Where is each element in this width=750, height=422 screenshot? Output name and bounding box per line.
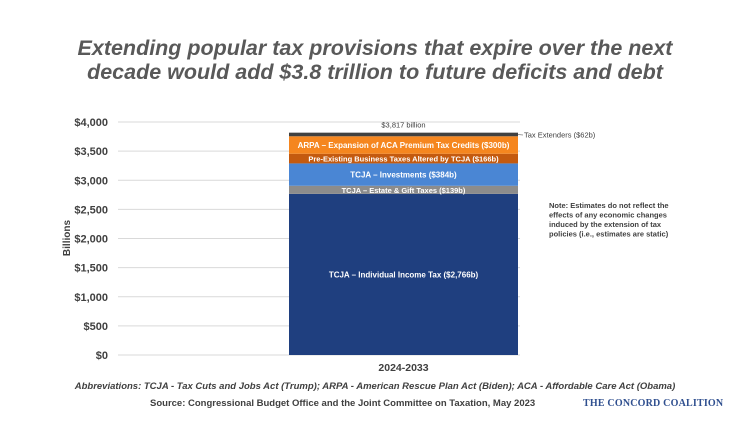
bar-segment <box>289 136 518 154</box>
note-line: Note: Estimates do not reflect the <box>549 201 669 210</box>
note-line: induced by the extension of tax <box>549 220 662 229</box>
y-axis-label: Billions <box>62 220 73 257</box>
total-label: $3,817 billion <box>381 121 425 130</box>
segment-label: Tax Extenders ($62b) <box>524 130 596 139</box>
segment-label: Pre-Existing Business Taxes Altered by T… <box>308 155 499 164</box>
bar-segment <box>289 132 518 137</box>
chart-title-line-1: Extending popular tax provisions that ex… <box>77 36 673 60</box>
segment-labels: TCJA – Individual Income Tax ($2,766b) TC… <box>298 130 596 279</box>
segment-label: TCJA – Investments ($384b) <box>350 171 457 180</box>
leader-line <box>517 134 524 136</box>
bar-segment <box>289 163 518 186</box>
bar-segment <box>289 193 518 355</box>
segment-label: TCJA – Individual Income Tax ($2,766b) <box>329 270 479 279</box>
y-tick-label: $1,000 <box>74 292 108 304</box>
chart-title: Extending popular tax provisions that ex… <box>0 36 750 84</box>
y-tick-label: $0 <box>96 350 108 362</box>
y-tick-label: $2,500 <box>74 204 108 216</box>
abbreviations-footnote: Abbreviations: TCJA - Tax Cuts and Jobs … <box>74 381 676 392</box>
y-tick-label: $4,000 <box>74 117 108 129</box>
note-line: policies (i.e., estimates are static) <box>549 230 669 239</box>
y-axis-ticks: $0 $500 $1,000 $1,500 $2,000 $2,500 $3,000 $3,5… <box>74 117 108 362</box>
bar-segment <box>289 185 518 194</box>
y-tick-label: $500 <box>84 321 108 333</box>
y-tick-label: $3,000 <box>74 175 108 187</box>
y-tick-label: $2,000 <box>74 234 108 246</box>
segment-label: TCJA – Estate & Gift Taxes ($139b) <box>342 186 466 195</box>
note-line: effects of any economic changes <box>549 211 667 220</box>
x-tick-label: 2024-2033 <box>378 362 428 374</box>
bar-segments <box>289 132 518 355</box>
y-tick-label: $1,500 <box>74 263 108 275</box>
chart-note: Note: Estimates do not reflect theeffect… <box>549 201 669 239</box>
brand-logo-text: THE CONCORD COALITION <box>583 398 724 409</box>
y-tick-label: $3,500 <box>74 146 108 158</box>
segment-label: ARPA – Expansion of ACA Premium Tax Cred… <box>298 141 510 150</box>
stacked-bar-chart: $0 $500 $1,000 $1,500 $2,000 $2,500 $3,000 $3,5… <box>62 117 669 374</box>
chart-title-line-2: decade would add $3.8 trillion to future… <box>87 60 663 84</box>
source-text: Source: Congressional Budget Office and … <box>150 398 536 409</box>
bar-segment <box>289 153 518 164</box>
